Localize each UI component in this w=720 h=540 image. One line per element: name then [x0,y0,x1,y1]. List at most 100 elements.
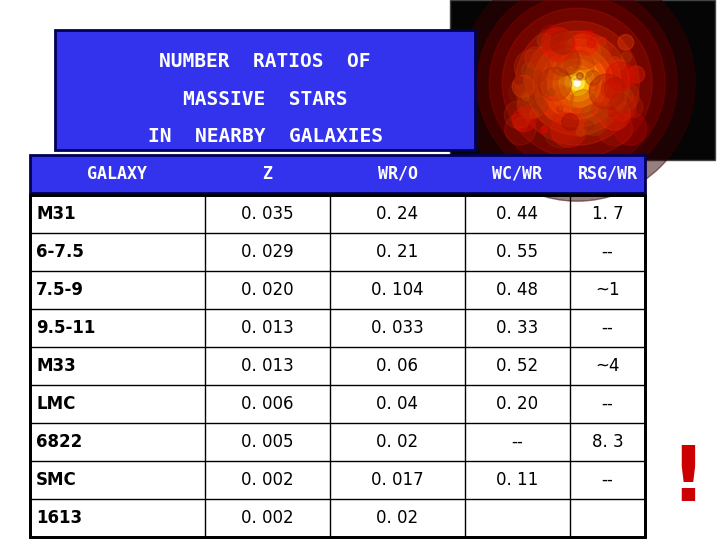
Circle shape [554,87,574,107]
Circle shape [512,108,536,132]
Text: 0. 029: 0. 029 [241,243,294,261]
Circle shape [577,129,585,137]
Circle shape [608,108,616,117]
Circle shape [525,47,547,70]
Text: M31: M31 [36,205,76,223]
Text: SMC: SMC [36,471,77,489]
Text: Z: Z [263,165,272,183]
Circle shape [509,79,535,105]
Circle shape [570,90,596,115]
Circle shape [541,47,613,119]
Circle shape [551,112,586,147]
Text: 0. 44: 0. 44 [497,205,539,223]
Circle shape [548,114,576,142]
Circle shape [570,76,584,90]
Bar [55,30,475,150]
Circle shape [522,94,529,101]
Text: 9.5-11: 9.5-11 [36,319,95,337]
Circle shape [505,114,536,145]
Circle shape [459,0,696,201]
Text: 0. 02: 0. 02 [377,509,418,527]
Circle shape [513,75,534,97]
Text: 0. 20: 0. 20 [496,395,539,413]
Circle shape [570,108,585,124]
Text: 0. 02: 0. 02 [377,433,418,451]
Circle shape [587,39,595,48]
Circle shape [628,66,644,83]
Circle shape [611,49,623,60]
Text: 6-7.5: 6-7.5 [36,243,84,261]
Text: 0. 21: 0. 21 [377,243,418,261]
Bar [450,0,715,160]
Circle shape [573,31,598,55]
Circle shape [539,68,572,100]
Text: MASSIVE  STARS: MASSIVE STARS [183,90,347,109]
Text: 0. 017: 0. 017 [372,471,424,489]
Circle shape [566,106,578,118]
Text: 0. 104: 0. 104 [372,281,424,299]
Circle shape [611,99,636,124]
Text: 0. 48: 0. 48 [497,281,539,299]
Circle shape [604,78,626,100]
Text: ~4: ~4 [595,357,620,375]
Text: RSG/WR: RSG/WR [577,165,637,183]
Circle shape [621,96,643,118]
Text: 0. 11: 0. 11 [496,471,539,489]
Circle shape [521,63,536,77]
Circle shape [600,85,626,112]
Circle shape [613,59,625,70]
Circle shape [609,94,636,121]
Circle shape [524,97,533,105]
Circle shape [537,33,552,48]
Circle shape [626,118,639,130]
Circle shape [477,0,678,183]
Circle shape [562,114,578,130]
Circle shape [534,98,548,113]
Circle shape [598,106,613,121]
Circle shape [613,112,647,145]
Circle shape [515,117,528,131]
Text: 0. 005: 0. 005 [241,433,294,451]
Text: 0. 06: 0. 06 [377,357,418,375]
Circle shape [503,8,652,158]
Text: 1. 7: 1. 7 [592,205,624,223]
Circle shape [547,53,607,113]
Text: --: -- [602,243,613,261]
Circle shape [541,30,567,56]
Text: GALAXY: GALAXY [88,165,148,183]
Circle shape [618,35,634,50]
Circle shape [553,59,601,107]
Circle shape [577,72,583,79]
Text: --: -- [512,433,523,451]
Circle shape [548,89,555,96]
Circle shape [544,95,569,120]
Text: 0. 55: 0. 55 [497,243,539,261]
Text: 0. 52: 0. 52 [496,357,539,375]
Circle shape [552,85,572,106]
Circle shape [606,62,634,90]
Text: M33: M33 [36,357,76,375]
Bar [30,195,645,537]
Circle shape [518,71,547,100]
Text: IN  NEARBY  GALAXIES: IN NEARBY GALAXIES [148,127,382,146]
Circle shape [525,31,629,135]
Text: 0. 33: 0. 33 [496,319,539,337]
Text: NUMBER  RATIOS  OF: NUMBER RATIOS OF [159,52,371,71]
Circle shape [591,103,604,116]
Circle shape [585,121,593,130]
Circle shape [606,115,622,131]
Text: 0. 24: 0. 24 [377,205,418,223]
Circle shape [612,116,618,123]
Circle shape [541,126,547,133]
Text: WR/O: WR/O [377,165,418,183]
Circle shape [598,37,606,45]
Circle shape [610,93,630,114]
Bar [30,195,645,537]
Circle shape [581,37,608,64]
Circle shape [544,113,578,148]
Circle shape [578,105,608,136]
Circle shape [516,21,639,145]
Circle shape [515,50,549,84]
Text: --: -- [602,471,613,489]
Circle shape [585,71,600,85]
